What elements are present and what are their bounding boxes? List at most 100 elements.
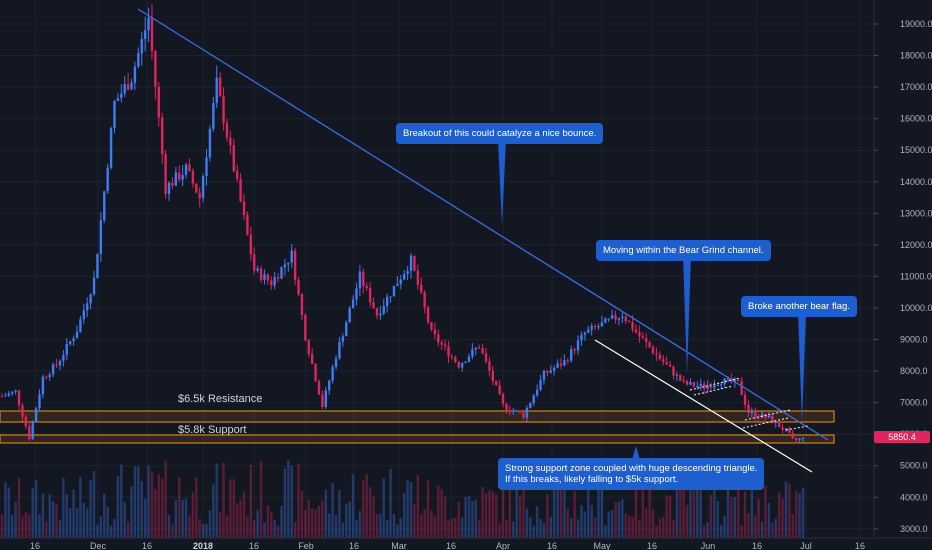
candle-body <box>627 321 631 323</box>
price-tick-label: 12000.0 <box>900 240 932 250</box>
candle-body <box>699 383 702 386</box>
candle-body <box>321 394 324 407</box>
volume-bar <box>310 508 314 538</box>
volume-bar <box>304 509 307 538</box>
volume-bar <box>89 479 92 538</box>
callout-3-pointer <box>798 312 806 424</box>
last-price-tag <box>874 431 930 443</box>
volume-bar <box>477 519 481 538</box>
volume-bar <box>634 477 638 538</box>
candle-body <box>55 364 58 366</box>
volume-bar <box>62 478 65 538</box>
volume-bar <box>351 474 355 538</box>
support-zone[interactable] <box>0 434 835 444</box>
volume-bar <box>570 518 573 538</box>
candle-body <box>457 361 460 368</box>
volume-bar <box>457 501 460 538</box>
volume-bar <box>28 514 31 538</box>
candle-body <box>406 271 409 274</box>
volume-bar <box>235 503 239 538</box>
time-tick-label: 16 <box>855 541 865 550</box>
price-axis[interactable]: 19000.0 18000.0 17000.0 16000.0 15000.0 14000… <box>874 19 932 534</box>
candle-body <box>597 326 600 328</box>
volume-bar <box>590 505 593 538</box>
volume-bar <box>147 465 150 538</box>
volume-bar <box>195 477 198 538</box>
time-tick-label: May <box>593 541 611 550</box>
volume-bar <box>266 505 270 538</box>
callout-4-pointer <box>632 446 640 460</box>
candle-body <box>754 411 757 417</box>
volume-bar <box>174 500 178 538</box>
last-price-label: 5850.4 <box>888 432 916 442</box>
candle-body <box>379 313 382 316</box>
candle-body <box>41 376 45 395</box>
volume-bar <box>750 478 754 538</box>
price-tick-label: 10000.0 <box>900 303 932 313</box>
callout-bear-flag: Broke another bear flag. <box>741 296 857 317</box>
volume-bar <box>253 520 256 538</box>
price-tick-label: 9000.0 <box>900 335 928 345</box>
candle-body <box>685 380 689 385</box>
volume-bar <box>559 478 563 538</box>
volume-bar <box>106 506 109 538</box>
volume-bar <box>556 489 559 538</box>
candle-body <box>358 271 362 289</box>
volume-bar <box>580 505 583 538</box>
volume-bar <box>164 460 167 538</box>
candle-body <box>505 403 508 410</box>
volume-bar <box>675 482 679 538</box>
volume-bar <box>522 481 525 538</box>
candle-body <box>82 310 85 320</box>
resistance-zone[interactable] <box>0 410 835 423</box>
volume-bar <box>423 509 426 538</box>
volume-bar <box>488 490 491 538</box>
candle-body <box>604 318 607 323</box>
candle-body <box>72 338 75 342</box>
volume-bar <box>280 505 283 538</box>
candle-body <box>556 363 559 368</box>
volume-bar <box>215 463 218 538</box>
candle-body <box>798 438 801 440</box>
candle-body <box>62 355 65 361</box>
volume-bar <box>358 510 362 538</box>
channel-lower-line[interactable] <box>594 339 813 473</box>
volume-bar <box>450 518 454 538</box>
volume-bar <box>767 502 771 538</box>
volume-bar <box>0 513 4 538</box>
candle-body <box>246 215 249 235</box>
candle-body <box>89 294 92 304</box>
candle-body <box>621 316 624 319</box>
time-tick-label: Apr <box>496 541 510 550</box>
time-tick-label: 16 <box>142 541 152 550</box>
candle-body <box>31 422 34 440</box>
candle-body <box>610 315 614 319</box>
volume-bar <box>689 488 692 538</box>
volume-bar <box>113 518 116 538</box>
time-axis[interactable]: 16 Dec 16 2018 16 Feb 16 Mar 16 Apr 16 May 16 Jun 16 Ju… <box>30 541 865 550</box>
candle-body <box>467 356 471 362</box>
candle-body <box>140 38 143 54</box>
candles <box>0 4 805 444</box>
candle-body <box>430 322 433 330</box>
volume-bar <box>385 519 389 538</box>
grid <box>0 0 874 538</box>
volume-bar <box>696 479 699 538</box>
candle-body <box>113 100 116 129</box>
volume-bar <box>58 519 62 538</box>
volume-bar <box>542 522 546 538</box>
volume-bar <box>198 519 201 538</box>
volume-bar <box>188 515 191 538</box>
volume-bar <box>781 498 784 538</box>
candle-body <box>566 360 570 362</box>
volume-bar <box>396 524 399 538</box>
time-tick-label: 16 <box>349 541 359 550</box>
resistance-zone-label: $6.5k Resistance <box>178 393 262 405</box>
volume-bar <box>45 521 48 538</box>
candle-body <box>17 390 21 406</box>
volume-bar <box>413 504 416 538</box>
descending-trendline[interactable] <box>137 8 829 441</box>
volume-bar <box>760 521 764 538</box>
